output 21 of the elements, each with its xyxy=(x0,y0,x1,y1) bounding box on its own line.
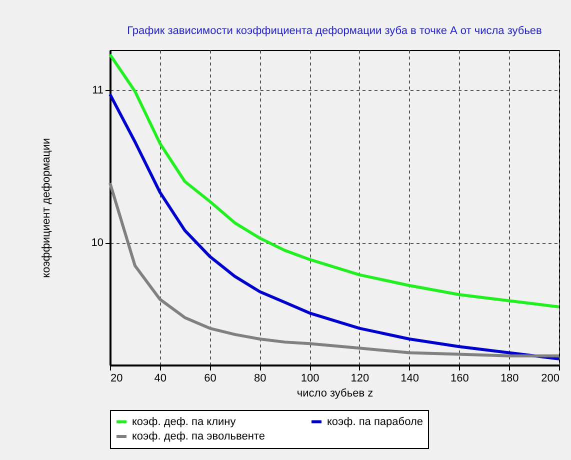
x-tick-label: 40 xyxy=(154,372,167,384)
chart-title: График зависимости коэффициента деформации зуба в точке А от числа зубьев xyxy=(127,25,542,37)
x-tick-label: 180 xyxy=(500,372,519,384)
y-axis-title: коэффициент деформации xyxy=(40,138,52,278)
y-tick-label: 10 xyxy=(91,237,104,250)
x-tick-label: 200 xyxy=(541,372,560,384)
line-series xyxy=(108,182,560,358)
line-series xyxy=(108,92,560,360)
x-axis-title: число зубьев z xyxy=(296,388,374,400)
legend-label: коэф. деф. па эвольвенте xyxy=(132,430,265,442)
legend-label: коэф. па параболе xyxy=(327,416,423,428)
x-tick-label: 140 xyxy=(400,372,420,384)
x-tick-label: 80 xyxy=(254,372,266,384)
x-tick-label: 120 xyxy=(350,372,370,384)
legend-label: коэф. деф. па клину xyxy=(132,416,236,428)
x-tick-label: 60 xyxy=(204,372,216,384)
x-tick-label: 100 xyxy=(300,372,320,384)
x-tick-label: 160 xyxy=(450,372,469,384)
x-tick-label: 20 xyxy=(110,372,123,384)
line-series xyxy=(108,53,560,308)
y-tick-label: 11 xyxy=(92,84,104,96)
